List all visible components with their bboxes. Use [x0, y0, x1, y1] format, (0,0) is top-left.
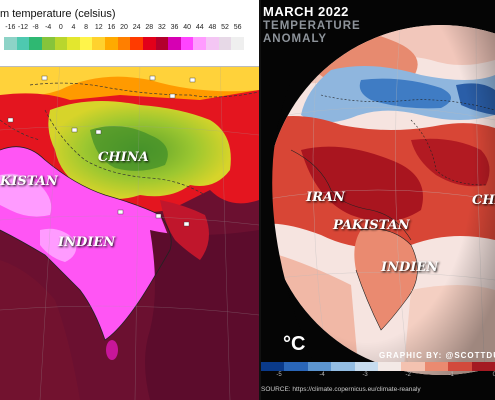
- anomaly-swatch: [471, 362, 495, 371]
- anomaly-map-title: MARCH 2022: [263, 4, 349, 19]
- anomaly-swatch: [354, 362, 379, 371]
- unit-label: °C: [283, 333, 306, 355]
- legend-swatch: [168, 37, 181, 50]
- label-pakistan-anomaly: PAKISTAN: [333, 218, 410, 233]
- legend-tick: -16: [5, 24, 16, 31]
- legend-swatch: [193, 37, 207, 50]
- legend-tick: -4: [45, 24, 52, 31]
- anomaly-swatch: [307, 362, 332, 371]
- legend-swatch: [218, 37, 232, 50]
- absolute-temperature-map: m temperature (celsius) -16 -12 -8 -4 0 4 8 12 1…: [0, 0, 259, 400]
- legend-swatch: [29, 37, 42, 50]
- legend-tick: 12: [94, 24, 103, 31]
- label-china: CHINA: [98, 150, 149, 165]
- anomaly-color-scale: [261, 362, 495, 371]
- legend-tick: 16: [107, 24, 116, 31]
- legend-swatch: [54, 37, 68, 50]
- legend-swatch: [105, 37, 118, 50]
- label-china-anomaly: CHI: [472, 193, 495, 208]
- temperature-anomaly-map: MARCH 2022 TEMPERATURE ANOMALY IRAN PAKI…: [261, 0, 495, 400]
- legend-tick: 32: [157, 24, 166, 31]
- legend-title: m temperature (celsius): [0, 8, 116, 20]
- label-pakistan: KISTAN: [0, 174, 58, 189]
- legend-swatch: [206, 37, 219, 50]
- legend-swatch: [79, 37, 93, 50]
- legend-tick: 36: [170, 24, 179, 31]
- anomaly-swatch: [424, 362, 449, 371]
- anomaly-swatch: [448, 362, 473, 371]
- legend-swatch: [155, 37, 169, 50]
- legend-swatch: [231, 37, 244, 50]
- legend-tick: 0: [58, 24, 63, 31]
- legend-tick: 56: [233, 24, 242, 31]
- anomaly-scale-tick: -5: [276, 372, 282, 378]
- label-india-anomaly: INDIEN: [381, 260, 439, 275]
- anomaly-swatch: [284, 362, 309, 371]
- legend-swatch: [142, 37, 156, 50]
- legend-swatch: [92, 37, 106, 50]
- anomaly-swatch: [378, 362, 402, 371]
- label-iran: IRAN: [306, 190, 345, 205]
- label-india: INDIEN: [58, 235, 116, 250]
- legend-swatch: [130, 37, 143, 50]
- legend-tick: 52: [221, 24, 229, 31]
- legend-tick: 20: [120, 24, 128, 31]
- legend-swatch: [41, 37, 55, 50]
- legend-swatch: [16, 37, 30, 50]
- legend-tick: 8: [84, 24, 89, 31]
- anomaly-subtitle-line1: TEMPERATURE: [263, 20, 361, 32]
- legend-tick: 48: [208, 24, 217, 31]
- legend-tick: 40: [183, 24, 192, 31]
- legend-ticks: -16 -12 -8 -4 0 4 8 12 16 20 24 28 32 36 40 44 48 52 56: [0, 24, 259, 36]
- anomaly-swatch: [261, 362, 285, 371]
- anomaly-scale-tick: -4: [319, 372, 325, 378]
- legend-tick: -8: [32, 24, 39, 31]
- panel-divider: [259, 0, 261, 400]
- legend-swatch: [117, 37, 131, 50]
- legend-tick: 28: [145, 24, 154, 31]
- legend-tick: 4: [71, 24, 76, 31]
- anomaly-subtitle-line2: ANOMALY: [263, 33, 328, 45]
- data-source: SOURCE: https://climate.copernicus.eu/cl…: [261, 386, 421, 393]
- anomaly-scale-tick: 0: [492, 372, 495, 378]
- anomaly-swatch: [401, 362, 426, 371]
- anomaly-scale-tick: -1: [448, 372, 454, 378]
- legend-swatch: [180, 37, 194, 50]
- legend-tick: 44: [195, 24, 204, 31]
- graphic-credit: GRAPHIC BY: @SCOTTDU: [379, 351, 495, 360]
- anomaly-swatch: [331, 362, 356, 371]
- temperature-legend: m temperature (celsius) -16 -12 -8 -4 0 4 8 12 1…: [0, 0, 259, 67]
- legend-swatch: [67, 37, 80, 50]
- anomaly-scale-tick: -2: [405, 372, 411, 378]
- legend-tick: 24: [132, 24, 141, 31]
- anomaly-globe-graphic: [261, 0, 495, 400]
- legend-color-scale: [0, 37, 259, 50]
- legend-swatch: [4, 37, 17, 50]
- legend-tick: -12: [17, 24, 28, 31]
- anomaly-scale-tick: -3: [362, 372, 368, 378]
